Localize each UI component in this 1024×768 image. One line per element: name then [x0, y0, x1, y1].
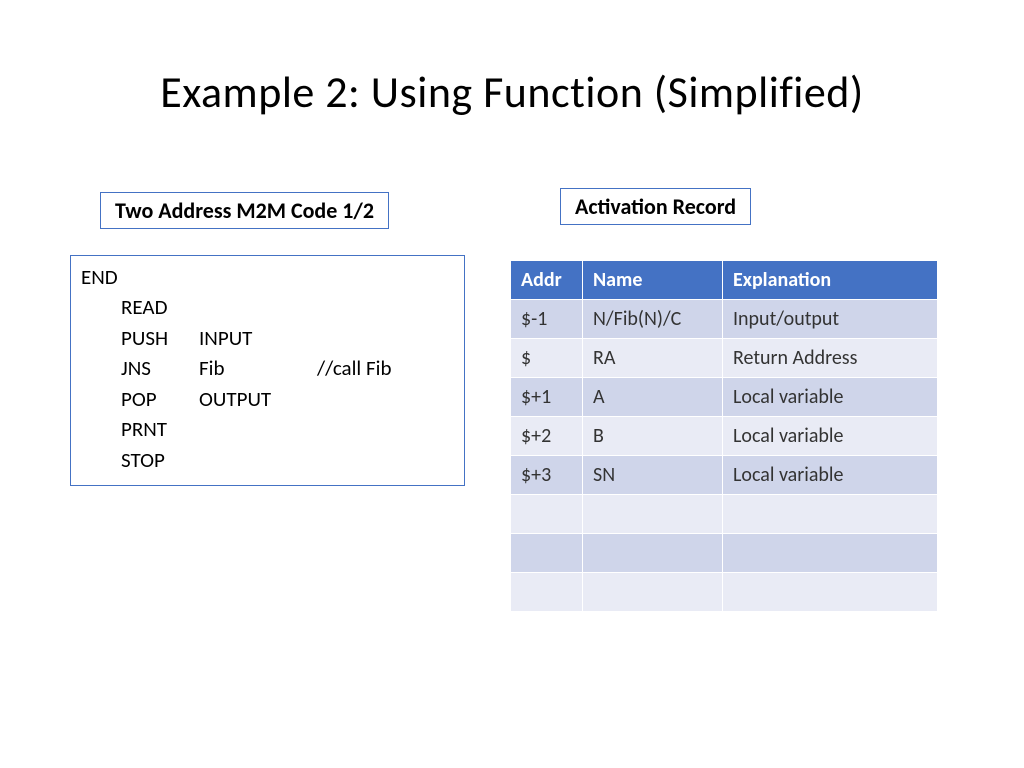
code-arg	[199, 292, 317, 322]
code-comment	[317, 384, 454, 414]
code-comment	[317, 414, 454, 444]
code-op: JNS	[121, 353, 199, 383]
table-row	[511, 495, 938, 534]
table-cell: $	[511, 339, 583, 378]
code-line: STOP	[81, 445, 454, 475]
table-cell	[583, 495, 723, 534]
table-cell: $+1	[511, 378, 583, 417]
table-cell: N/Fib(N)/C	[583, 300, 723, 339]
code-listing: ENDREADPUSHINPUTJNSFib//call FibPOPOUTPU…	[70, 255, 465, 486]
code-arg: OUTPUT	[199, 384, 317, 414]
activation-record-table: AddrNameExplanation $-1N/Fib(N)/CInput/o…	[510, 260, 938, 612]
table-cell	[723, 495, 938, 534]
table-cell	[583, 573, 723, 612]
code-section-label: Two Address M2M Code 1/2	[100, 192, 389, 229]
table-cell	[583, 534, 723, 573]
table-cell: SN	[583, 456, 723, 495]
table-row: $+2BLocal variable	[511, 417, 938, 456]
code-comment	[317, 292, 454, 322]
table-row: $RAReturn Address	[511, 339, 938, 378]
table-cell: Local variable	[723, 456, 938, 495]
code-line: END	[81, 262, 454, 292]
code-comment	[277, 262, 454, 292]
table-cell: $+3	[511, 456, 583, 495]
code-line: READ	[81, 292, 454, 322]
code-op: PUSH	[121, 323, 199, 353]
code-line: PRNT	[81, 414, 454, 444]
table-row: $+3SNLocal variable	[511, 456, 938, 495]
table-cell: $-1	[511, 300, 583, 339]
table-row	[511, 573, 938, 612]
code-op: PRNT	[121, 414, 199, 444]
table-cell	[511, 573, 583, 612]
table-row	[511, 534, 938, 573]
code-arg	[159, 262, 277, 292]
code-comment: //call Fib	[317, 353, 454, 383]
slide-title: Example 2: Using Function (Simplified)	[0, 65, 1024, 119]
table-header-cell: Name	[583, 261, 723, 300]
code-op: READ	[121, 292, 199, 322]
code-arg	[199, 414, 317, 444]
table-header-row: AddrNameExplanation	[511, 261, 938, 300]
table-cell: RA	[583, 339, 723, 378]
table-header-cell: Addr	[511, 261, 583, 300]
code-op: END	[81, 262, 159, 292]
table-cell: Local variable	[723, 417, 938, 456]
table-cell	[511, 495, 583, 534]
table-row: $-1N/Fib(N)/CInput/output	[511, 300, 938, 339]
table-cell: B	[583, 417, 723, 456]
code-op: POP	[121, 384, 199, 414]
table-cell: $+2	[511, 417, 583, 456]
table-cell	[723, 573, 938, 612]
table-cell: Input/output	[723, 300, 938, 339]
table-cell: A	[583, 378, 723, 417]
code-comment	[317, 445, 454, 475]
code-line: POPOUTPUT	[81, 384, 454, 414]
table-row: $+1ALocal variable	[511, 378, 938, 417]
code-arg	[199, 445, 317, 475]
table-header-cell: Explanation	[723, 261, 938, 300]
table-cell: Local variable	[723, 378, 938, 417]
table-cell	[723, 534, 938, 573]
code-comment	[317, 323, 454, 353]
code-line: JNSFib//call Fib	[81, 353, 454, 383]
code-op: STOP	[121, 445, 199, 475]
activation-record-label: Activation Record	[560, 188, 751, 225]
code-arg: Fib	[199, 353, 317, 383]
table-cell: Return Address	[723, 339, 938, 378]
code-line: PUSHINPUT	[81, 323, 454, 353]
code-arg: INPUT	[199, 323, 317, 353]
table-cell	[511, 534, 583, 573]
